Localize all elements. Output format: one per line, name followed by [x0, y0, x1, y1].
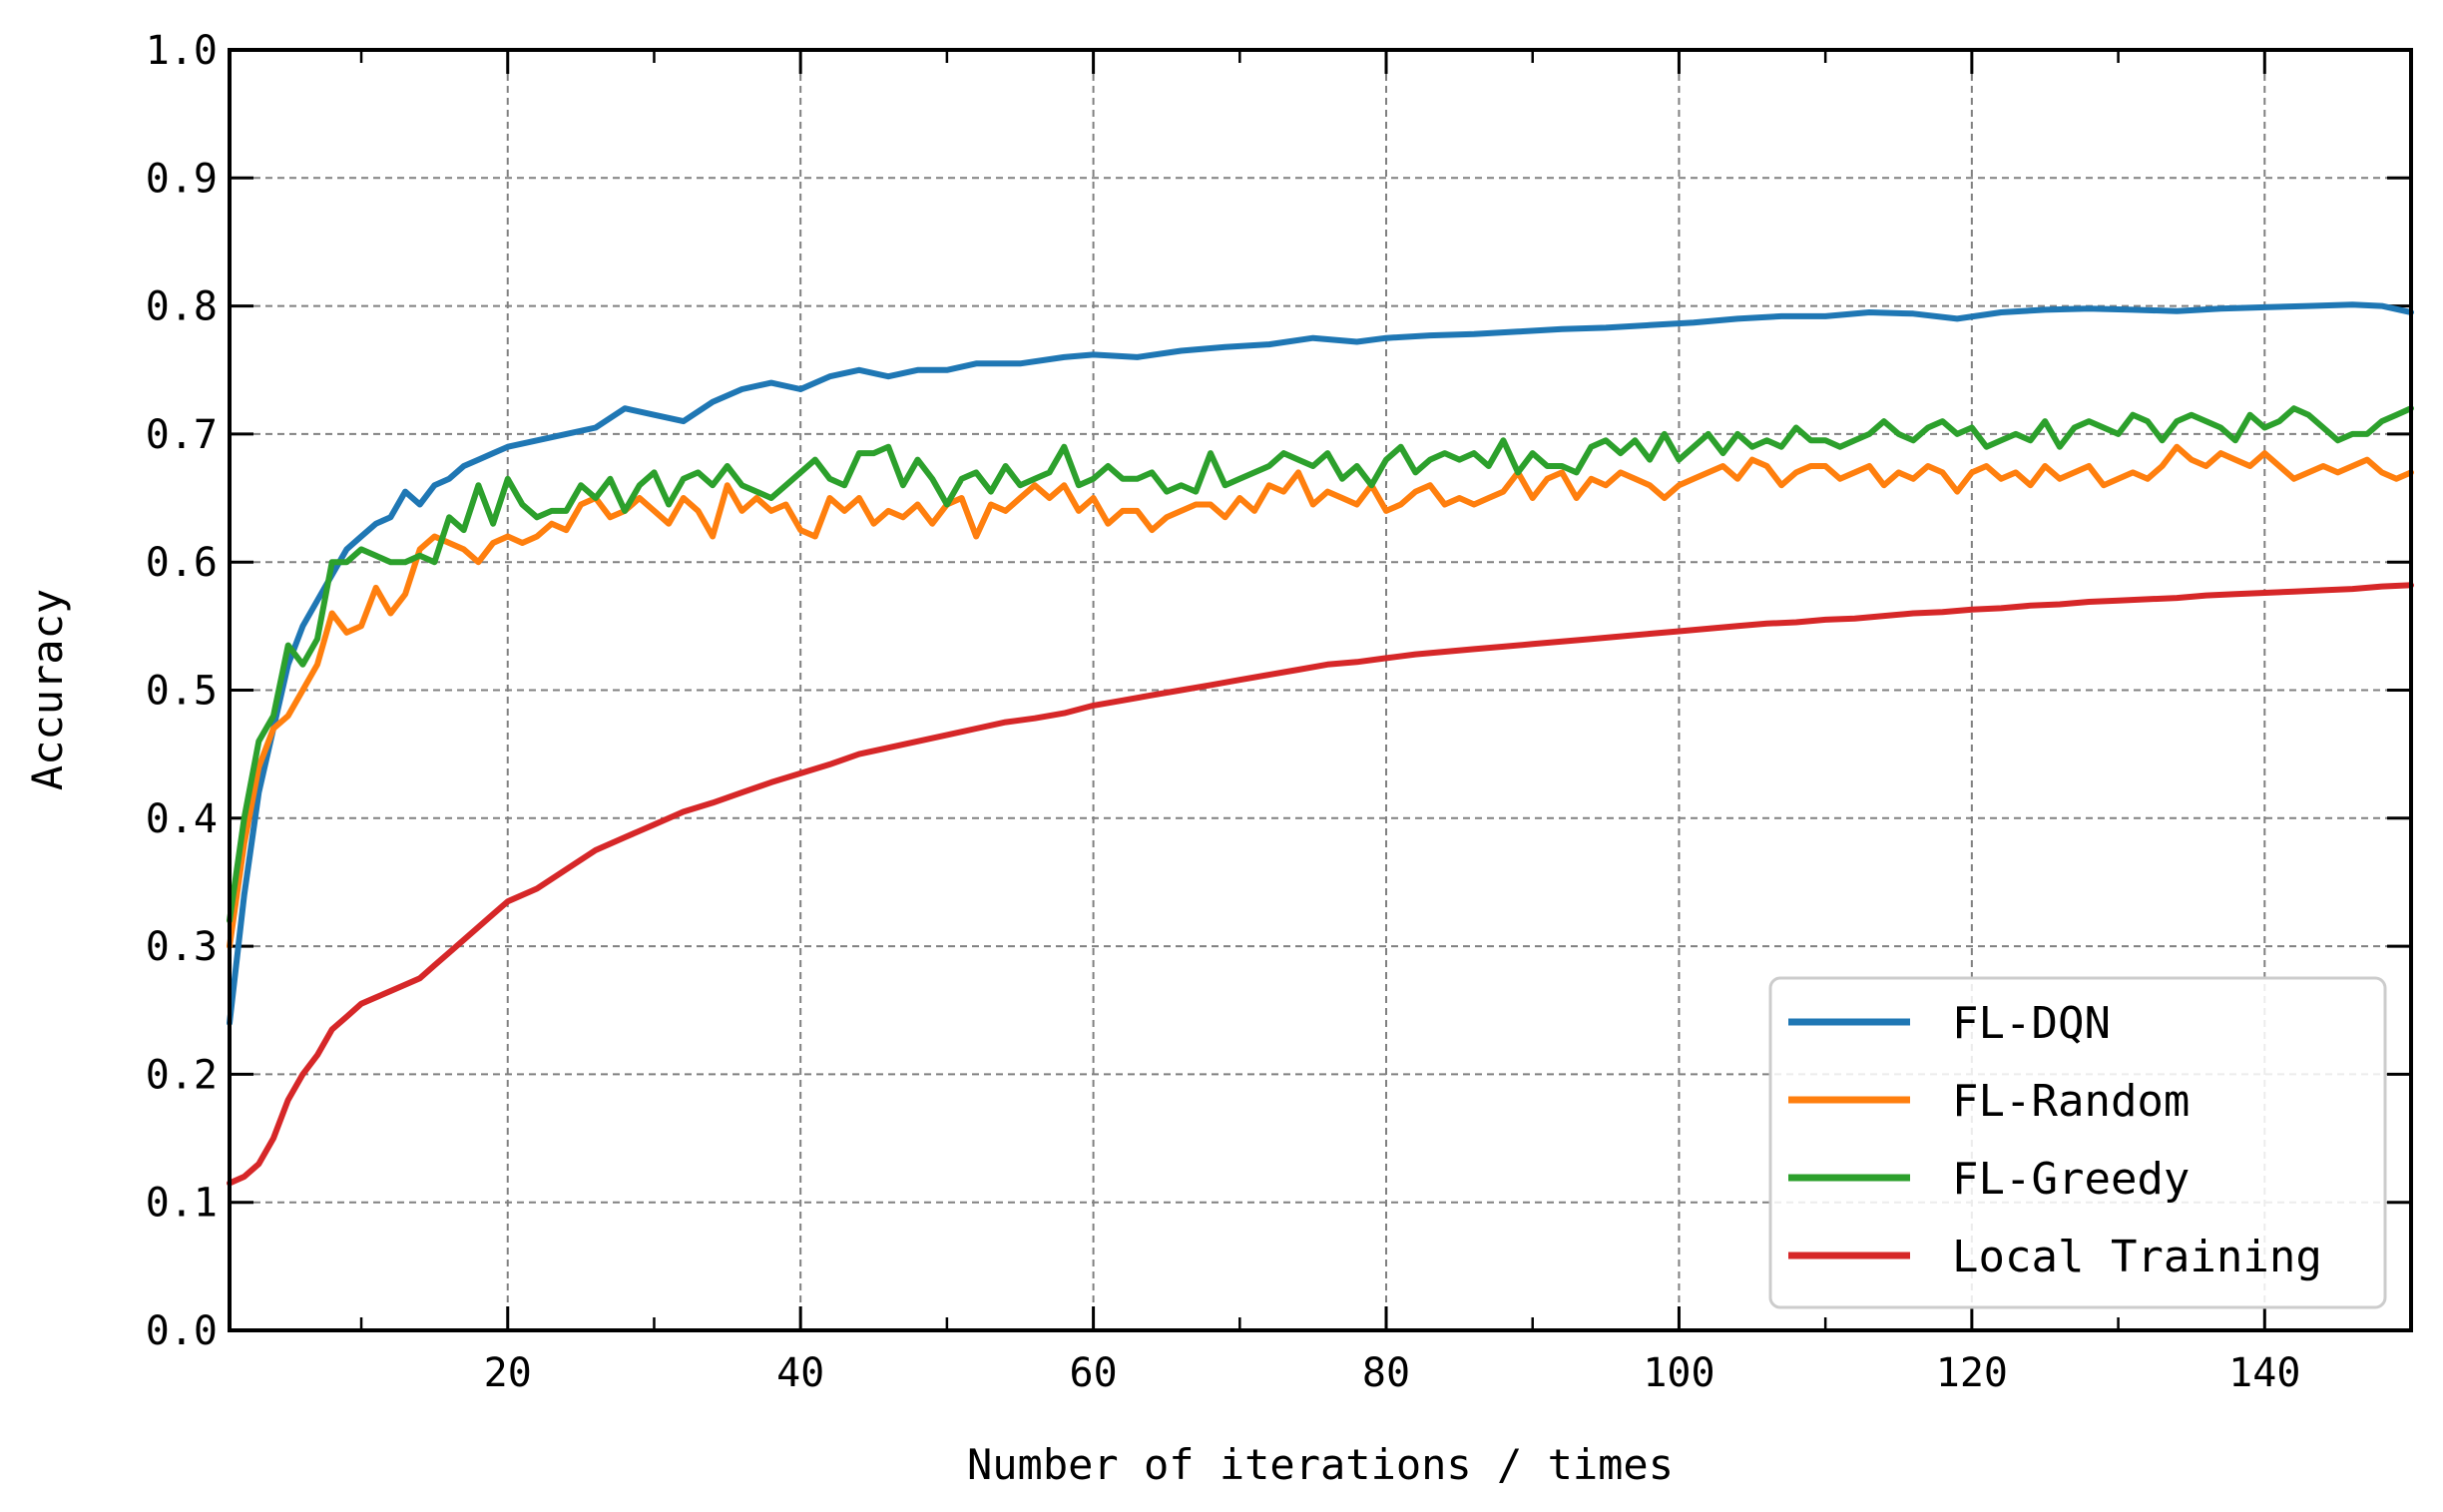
plot-frame [228, 48, 2413, 1332]
y-tick-label: 0.5 [146, 669, 218, 715]
y-tick-label: 0.3 [146, 924, 218, 970]
x-tick-label: 60 [1070, 1350, 1118, 1396]
legend-box [1768, 976, 2387, 1309]
x-axis-label: Number of iterations / times [967, 1440, 1674, 1489]
y-tick-label: 0.2 [146, 1052, 218, 1098]
x-tick-label: 40 [776, 1350, 824, 1396]
legend-label-fl-dqn: FL-DQN [1952, 998, 2111, 1049]
y-tick-label: 0.1 [146, 1181, 218, 1227]
y-tick-label: 0.9 [146, 156, 218, 202]
x-tick-label: 100 [1643, 1350, 1714, 1396]
legend-label-local-training: Local Training [1952, 1232, 2322, 1282]
series-line-fl-dqn [227, 301, 2414, 1027]
y-tick-label: 0.8 [146, 284, 218, 330]
legend-label-fl-greedy: FL-Greedy [1952, 1154, 2190, 1205]
y-tick-label: 0.4 [146, 796, 218, 842]
x-tick-label: 120 [1936, 1350, 2008, 1396]
y-tick-label: 1.0 [146, 28, 218, 74]
legend-label-fl-random: FL-Random [1952, 1076, 2190, 1127]
series-group [227, 301, 2414, 1187]
y-tick-label: 0.6 [146, 540, 218, 586]
ticks: 0.0 0.1 0.2 0.3 0.4 0.5 0.6 0.7 0.8 0.9 1.0 20 40 60 8… [146, 28, 2413, 1396]
y-tick-label: 0.0 [146, 1308, 218, 1354]
y-axis-label: Accuracy [23, 589, 72, 790]
series-line-fl-greedy [227, 405, 2414, 924]
y-tick-label: 0.7 [146, 412, 218, 458]
series-line-local-training [227, 582, 2414, 1187]
x-tick-label: 140 [2228, 1350, 2300, 1396]
legend: FL-DQN FL-Random FL-Greedy Local Training [1768, 976, 2387, 1309]
x-tick-label: 20 [484, 1350, 532, 1396]
x-tick-label: 80 [1362, 1350, 1410, 1396]
